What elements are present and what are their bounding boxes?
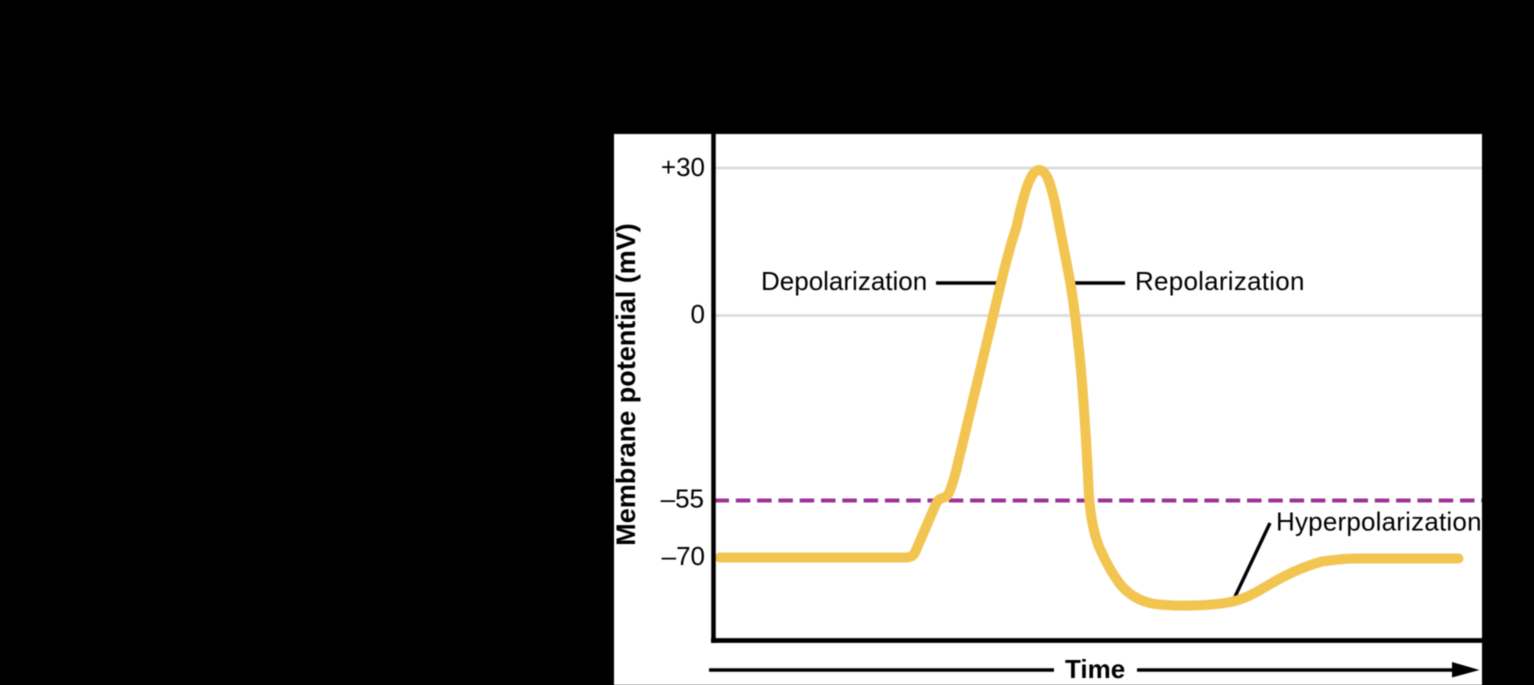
svg-text:Time: Time [1065, 654, 1125, 684]
svg-text:Hyperpolarization: Hyperpolarization [1276, 507, 1482, 537]
svg-text:–55: –55 [661, 484, 704, 514]
svg-text:–70: –70 [662, 541, 705, 571]
svg-text:+30: +30 [661, 152, 705, 182]
svg-text:0: 0 [691, 299, 705, 329]
svg-text:Membrane potential (mV): Membrane potential (mV) [611, 223, 641, 546]
svg-text:Depolarization: Depolarization [761, 266, 927, 296]
svg-text:Repolarization: Repolarization [1135, 266, 1305, 296]
